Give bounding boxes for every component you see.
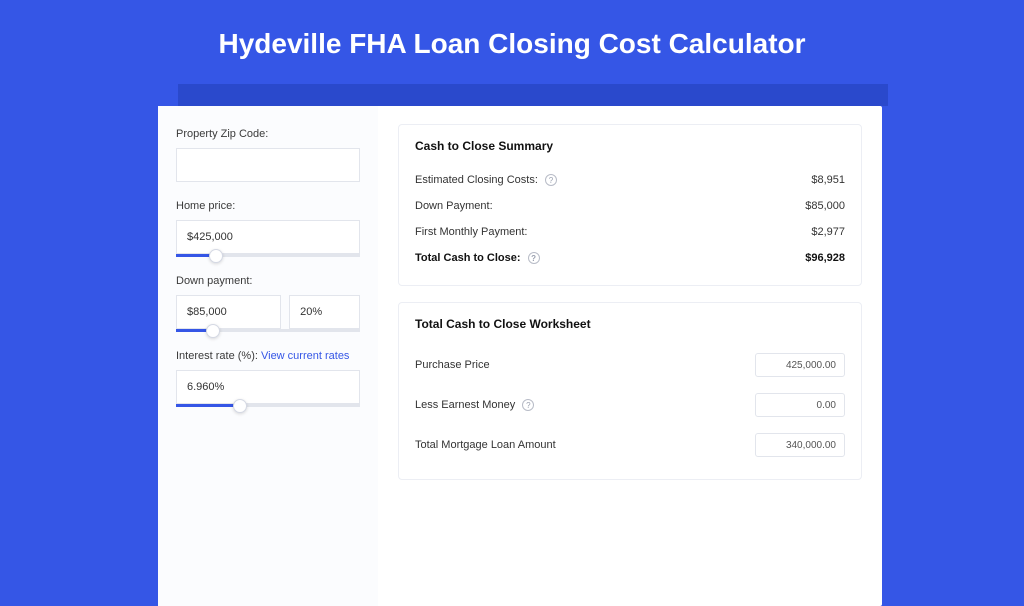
worksheet-row-label: Total Mortgage Loan Amount	[415, 439, 556, 451]
interest-field-group: Interest rate (%): View current rates	[176, 350, 360, 407]
interest-label: Interest rate (%): View current rates	[176, 350, 360, 362]
summary-row-label: Down Payment:	[415, 200, 493, 212]
home-price-label: Home price:	[176, 200, 360, 212]
worksheet-row-label: Purchase Price	[415, 359, 490, 371]
down-payment-field-group: Down payment:	[176, 275, 360, 332]
worksheet-row: Purchase Price	[415, 345, 845, 385]
down-payment-pct-input[interactable]	[289, 295, 360, 329]
calculator-card: Property Zip Code: Home price: Down paym…	[158, 106, 882, 606]
help-icon[interactable]: ?	[545, 174, 557, 186]
summary-total-value: $96,928	[805, 252, 845, 264]
home-price-input[interactable]	[176, 220, 360, 254]
summary-title: Cash to Close Summary	[415, 139, 845, 153]
down-payment-slider[interactable]	[176, 329, 360, 332]
summary-total-label-text: Total Cash to Close:	[415, 252, 521, 264]
card-shadow	[178, 84, 888, 106]
worksheet-value-input[interactable]	[755, 353, 845, 377]
summary-row-label: Estimated Closing Costs: ?	[415, 174, 557, 186]
interest-slider-fill	[176, 404, 240, 407]
inputs-column: Property Zip Code: Home price: Down paym…	[158, 106, 378, 606]
summary-row: Estimated Closing Costs: ? $8,951	[415, 167, 845, 193]
zip-input[interactable]	[176, 148, 360, 182]
interest-slider-thumb[interactable]	[233, 399, 247, 413]
worksheet-panel: Total Cash to Close Worksheet Purchase P…	[398, 302, 862, 480]
interest-label-text: Interest rate (%):	[176, 350, 258, 362]
worksheet-value-input[interactable]	[755, 433, 845, 457]
worksheet-row-label: Less Earnest Money ?	[415, 399, 534, 411]
page-title: Hydeville FHA Loan Closing Cost Calculat…	[0, 0, 1024, 78]
interest-slider[interactable]	[176, 404, 360, 407]
worksheet-row: Total Mortgage Loan Amount	[415, 425, 845, 465]
down-payment-label: Down payment:	[176, 275, 360, 287]
summary-row-label-text: Estimated Closing Costs:	[415, 174, 538, 186]
worksheet-row-label-text: Less Earnest Money	[415, 399, 515, 411]
summary-row: Down Payment: $85,000	[415, 193, 845, 219]
interest-input[interactable]	[176, 370, 360, 404]
down-payment-input[interactable]	[176, 295, 281, 329]
summary-row-value: $85,000	[805, 200, 845, 212]
summary-row: First Monthly Payment: $2,977	[415, 219, 845, 245]
zip-label: Property Zip Code:	[176, 128, 360, 140]
help-icon[interactable]: ?	[522, 399, 534, 411]
summary-panel: Cash to Close Summary Estimated Closing …	[398, 124, 862, 286]
summary-row-value: $8,951	[811, 174, 845, 186]
down-payment-slider-thumb[interactable]	[206, 324, 220, 338]
results-column: Cash to Close Summary Estimated Closing …	[378, 106, 882, 606]
worksheet-value-input[interactable]	[755, 393, 845, 417]
summary-total-row: Total Cash to Close: ? $96,928	[415, 245, 845, 271]
zip-field-group: Property Zip Code:	[176, 128, 360, 182]
home-price-field-group: Home price:	[176, 200, 360, 257]
summary-row-label: First Monthly Payment:	[415, 226, 527, 238]
home-price-slider[interactable]	[176, 254, 360, 257]
view-rates-link[interactable]: View current rates	[261, 350, 349, 362]
summary-total-label: Total Cash to Close: ?	[415, 252, 540, 264]
home-price-slider-thumb[interactable]	[209, 249, 223, 263]
worksheet-title: Total Cash to Close Worksheet	[415, 317, 845, 331]
summary-row-value: $2,977	[811, 226, 845, 238]
worksheet-row: Less Earnest Money ?	[415, 385, 845, 425]
help-icon[interactable]: ?	[528, 252, 540, 264]
